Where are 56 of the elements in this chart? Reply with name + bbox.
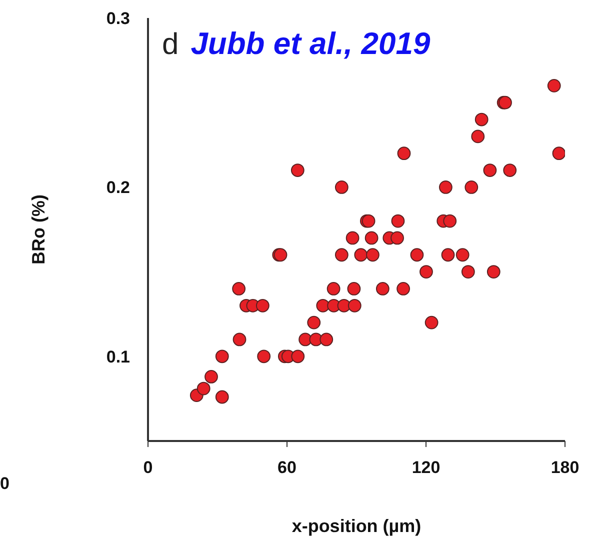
- y-tick-label: 0.2: [106, 178, 130, 198]
- point: [232, 332, 246, 346]
- point: [298, 332, 312, 346]
- point: [215, 350, 229, 364]
- point: [320, 332, 334, 346]
- y-tick-label: 0.1: [106, 347, 130, 366]
- point: [471, 130, 485, 144]
- point: [334, 248, 348, 262]
- point: [456, 248, 470, 262]
- point: [503, 164, 517, 177]
- chart-title: d: [162, 28, 179, 62]
- point: [347, 282, 361, 296]
- x-tick-label: 60: [278, 458, 296, 478]
- point: [346, 231, 360, 245]
- point: [547, 78, 561, 92]
- point: [483, 164, 497, 177]
- point: [307, 316, 321, 330]
- y-tick-label: 0.3: [106, 9, 130, 28]
- point: [364, 231, 378, 245]
- text: 0: [0, 474, 10, 494]
- x-tick-label: 0: [143, 458, 153, 478]
- point: [461, 265, 475, 278]
- x-tick-label: 120: [412, 458, 440, 478]
- point: [256, 298, 270, 312]
- point: [391, 214, 405, 228]
- point: [290, 164, 304, 177]
- point: [486, 265, 500, 278]
- point: [326, 282, 340, 296]
- point: [552, 146, 565, 160]
- point: [291, 350, 305, 364]
- x-axis-title: x-position (µm): [292, 516, 422, 536]
- point: [443, 214, 457, 228]
- y-axis-title: BRo (%): [28, 194, 48, 264]
- point: [215, 390, 229, 404]
- point: [257, 350, 271, 364]
- point: [410, 248, 424, 262]
- point: [441, 248, 455, 262]
- point: [438, 180, 452, 194]
- point: [397, 146, 411, 160]
- point: [464, 180, 478, 194]
- point: [396, 282, 410, 296]
- point: [354, 248, 368, 262]
- point: [420, 265, 433, 278]
- chart-subtitle: Jubb et al., 2019: [190, 26, 430, 62]
- point: [348, 298, 362, 312]
- point: [474, 112, 488, 126]
- point: [366, 248, 380, 262]
- point: [196, 382, 210, 396]
- point: [376, 282, 390, 296]
- point: [204, 370, 218, 384]
- point: [424, 316, 438, 330]
- point: [316, 298, 330, 312]
- point: [390, 231, 404, 245]
- x-tick-label: 180: [550, 458, 580, 478]
- point: [334, 180, 348, 194]
- point: [232, 282, 246, 296]
